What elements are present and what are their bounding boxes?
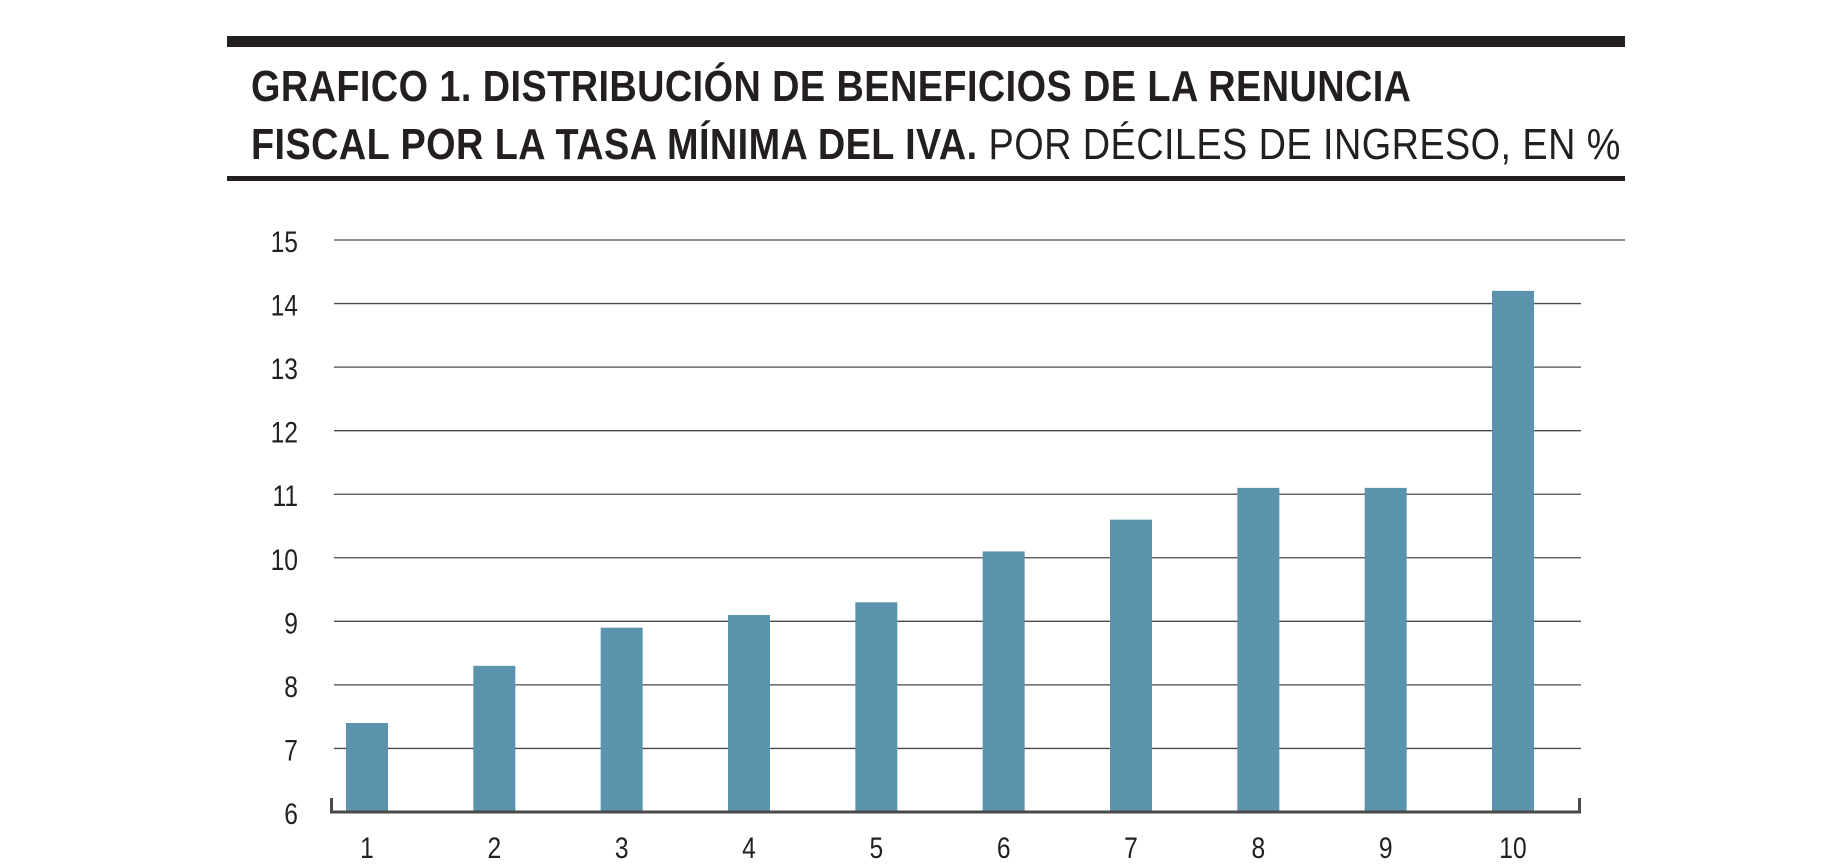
chart-title-block: GRAFICO 1. DISTRIBUCIÓN DE BENEFICIOS DE… <box>227 36 1625 181</box>
y-tick-label: 6 <box>284 797 298 831</box>
chart-title-line-2-bold: FISCAL POR LA TASA MÍNIMA DEL IVA. <box>251 120 978 169</box>
bar-decile-2 <box>473 665 516 812</box>
y-tick-label: 15 <box>271 225 298 259</box>
y-tick-label: 14 <box>271 288 298 322</box>
bar-decile-6 <box>982 551 1025 812</box>
y-tick-label: 8 <box>284 670 298 704</box>
y-tick-label: 11 <box>272 479 298 513</box>
bar-decile-1 <box>346 723 388 812</box>
x-tick-label: 6 <box>997 831 1011 865</box>
y-tick-label: 10 <box>271 542 298 576</box>
chart-title-line-2: FISCAL POR LA TASA MÍNIMA DEL IVA. POR D… <box>251 116 1620 174</box>
bar-decile-9 <box>1364 487 1407 812</box>
x-tick-label: 5 <box>869 831 883 865</box>
bar-decile-5 <box>855 602 898 812</box>
chart-subtitle: POR DÉCILES DE INGRESO, EN % <box>988 120 1621 169</box>
x-tick-label: 9 <box>1379 831 1393 865</box>
bar-decile-7 <box>1110 519 1152 812</box>
x-tick-label: 8 <box>1251 831 1265 865</box>
bar-decile-3 <box>600 627 643 812</box>
x-axis-tick-labels: 1 2 3 4 5 6 7 8 9 10 <box>360 831 1527 865</box>
x-tick-label: 4 <box>742 831 756 865</box>
x-tick-label: 2 <box>487 831 501 865</box>
y-tick-label: 9 <box>284 606 298 640</box>
chart-title-line-1: GRAFICO 1. DISTRIBUCIÓN DE BENEFICIOS DE… <box>251 62 1412 111</box>
x-axis <box>330 798 1581 814</box>
bar-decile-4 <box>728 614 770 812</box>
x-tick-label: 10 <box>1499 831 1526 865</box>
y-tick-label: 13 <box>271 352 298 386</box>
bar-decile-8 <box>1237 487 1280 812</box>
y-tick-label: 12 <box>271 415 298 449</box>
gridlines <box>334 239 1625 750</box>
x-tick-label: 7 <box>1124 831 1138 865</box>
bar-decile-10 <box>1492 290 1534 812</box>
chart-title: GRAFICO 1. DISTRIBUCIÓN DE BENEFICIOS DE… <box>251 58 1620 174</box>
x-tick-label: 3 <box>615 831 629 865</box>
y-tick-label: 7 <box>284 733 298 767</box>
y-axis-tick-labels: 6 7 8 9 10 11 12 13 14 15 <box>271 225 298 831</box>
x-tick-label: 1 <box>360 831 374 865</box>
bars <box>346 290 1534 812</box>
